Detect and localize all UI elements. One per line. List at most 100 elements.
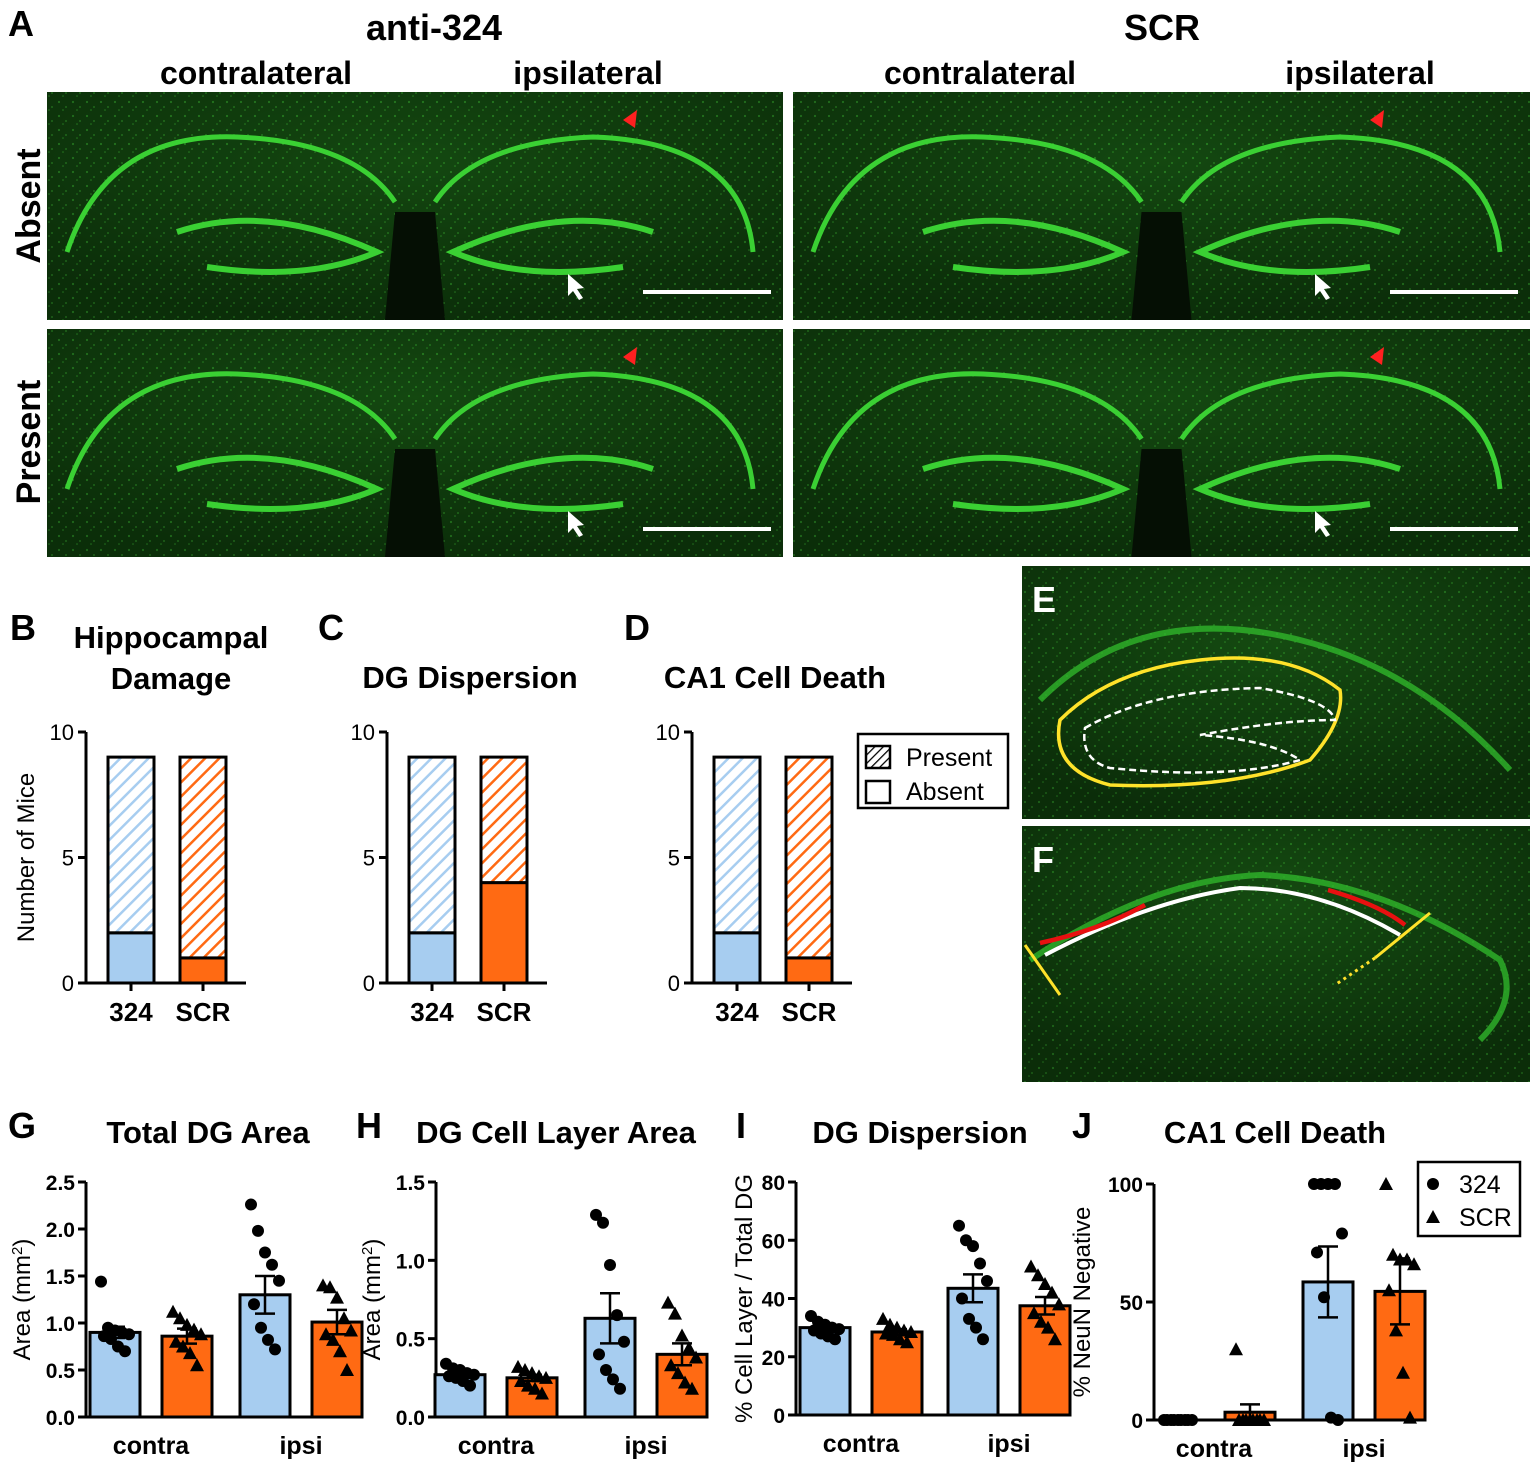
red-arrow-0	[623, 110, 637, 128]
point-324	[255, 1321, 267, 1334]
side-label-ipsi-scr: ipsilateral	[1285, 55, 1434, 91]
point-324	[1318, 1291, 1330, 1304]
f-tissue-band	[1028, 871, 1510, 1043]
f-cell-death-right	[1327, 887, 1407, 927]
ca-arc-right-3	[1179, 371, 1503, 490]
y-tick-label: 60	[762, 1230, 785, 1253]
bar-present	[784, 755, 834, 960]
point-324	[614, 1382, 626, 1395]
chart-title: DG Dispersion	[812, 1115, 1027, 1150]
x-tick-label: contra	[458, 1432, 536, 1460]
point-scr	[173, 1311, 187, 1325]
panel-letter: I	[736, 1105, 746, 1146]
y-tick-label: 0	[363, 971, 375, 996]
f-boundary-right	[1374, 911, 1431, 960]
point-324	[1332, 1414, 1344, 1426]
y-tick-label: 0.0	[396, 1407, 425, 1430]
point-324	[248, 1298, 260, 1311]
point-scr	[337, 1311, 351, 1325]
row-label-present: Present	[10, 380, 48, 505]
point-324	[262, 1333, 274, 1346]
y-tick-label: 100	[1108, 1174, 1143, 1197]
point-scr	[678, 1375, 692, 1389]
point-scr	[904, 1324, 918, 1338]
point-324	[468, 1368, 480, 1381]
e-outline-total-dg	[1056, 656, 1343, 788]
point-scr	[1229, 1342, 1243, 1356]
point-scr	[333, 1344, 347, 1358]
point-324	[245, 1198, 257, 1211]
point-324	[1311, 1246, 1323, 1259]
legend-label-absent: Absent	[906, 778, 984, 806]
chart-j: J CA1 Cell Death % NeuN Negative 0 50 100 cont…	[1069, 1105, 1427, 1463]
point-scr	[326, 1332, 340, 1346]
point-scr	[180, 1317, 194, 1331]
point-scr	[661, 1295, 675, 1309]
point-324	[119, 1345, 131, 1358]
x-tick-label: SCR	[176, 997, 231, 1027]
point-scr	[671, 1366, 685, 1380]
point-scr	[344, 1323, 358, 1337]
point-324	[600, 1364, 612, 1376]
y-axis-label: Area (mm2)	[359, 1239, 387, 1361]
f-cell-death-left	[1039, 903, 1147, 946]
dg-right-2	[445, 454, 654, 512]
y-tick-label: 40	[762, 1289, 785, 1312]
micrograph-f-texture	[1022, 826, 1530, 1082]
ca-arc-left-0	[64, 134, 398, 253]
x-tick-label: contra	[823, 1430, 901, 1458]
x-tick-label: 324	[109, 997, 153, 1027]
point-scr	[535, 1386, 549, 1400]
bar-present	[712, 755, 762, 935]
y-tick-label: 0	[668, 971, 680, 996]
white-arrow-2	[568, 511, 584, 537]
f-boundary-left	[1023, 944, 1062, 996]
point-324	[105, 1332, 117, 1345]
dg-left-1	[922, 217, 1131, 275]
point-scr	[689, 1350, 703, 1364]
x-tick-label: ipsi	[987, 1430, 1030, 1458]
y-tick-label: 1.5	[396, 1172, 426, 1195]
point-324	[1182, 1414, 1194, 1426]
point-324	[967, 1240, 979, 1253]
point-scr	[1031, 1268, 1045, 1282]
point-scr	[876, 1311, 890, 1325]
x-tick-label: contra	[113, 1432, 191, 1460]
y-tick-label: 1.0	[396, 1250, 425, 1273]
point-324	[259, 1246, 271, 1259]
point-scr	[1407, 1257, 1421, 1271]
point-324	[273, 1274, 285, 1287]
point-scr	[169, 1334, 183, 1348]
point-scr	[682, 1341, 696, 1355]
point-scr	[340, 1363, 354, 1376]
f-ca1-trace	[1044, 885, 1402, 957]
point-scr	[1396, 1365, 1410, 1379]
y-tick-label: 5	[62, 846, 74, 871]
x-tick-label: SCR	[782, 997, 837, 1027]
group-title-scr: SCR	[1124, 7, 1200, 48]
point-324	[266, 1258, 278, 1271]
point-324	[618, 1335, 630, 1348]
point-324	[593, 1348, 605, 1361]
bar-absent	[407, 931, 457, 985]
point-scr	[1403, 1410, 1417, 1424]
legend-marker-324	[1427, 1178, 1439, 1190]
row-label-absent: Absent	[10, 148, 48, 263]
panel-f: F	[1022, 826, 1530, 1082]
panel-e-letter: E	[1032, 579, 1056, 620]
x-tick-label: contra	[1176, 1435, 1254, 1463]
legend-label-scr: SCR	[1459, 1204, 1512, 1232]
point-scr	[323, 1280, 337, 1294]
panel-letter: D	[624, 607, 650, 648]
red-arrow-2	[623, 347, 637, 365]
legend-label-present: Present	[906, 744, 992, 772]
point-324	[981, 1275, 993, 1288]
dg-right-0	[445, 217, 654, 275]
panel-letter: B	[10, 607, 36, 648]
dg-left-2	[176, 454, 385, 512]
legend-swatch-absent	[864, 779, 892, 805]
ca-arc-left-2	[64, 371, 398, 490]
x-tick-label: ipsi	[1342, 1435, 1385, 1463]
stack-legend: Present Absent	[856, 732, 1010, 810]
point-scr	[539, 1370, 553, 1384]
